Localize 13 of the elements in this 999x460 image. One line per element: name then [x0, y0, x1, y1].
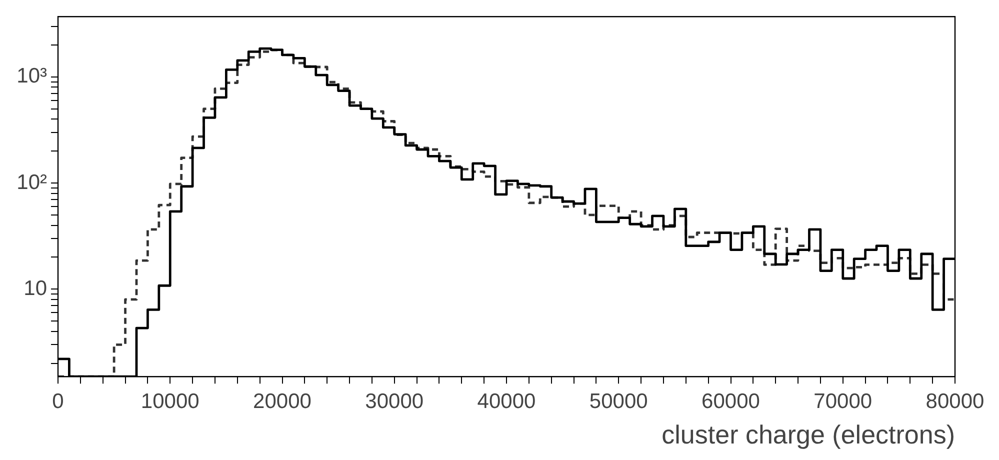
x-tick-label: 0 [52, 390, 64, 413]
y-tick-label: 10 [24, 276, 47, 300]
x-tick-label: 80000 [926, 390, 984, 413]
x-tick-label: 40000 [477, 390, 536, 413]
x-tick-label: 70000 [814, 390, 872, 413]
y-tick-label: 10³ [16, 64, 47, 88]
x-tick-label: 60000 [702, 390, 760, 413]
x-tick-label: 50000 [589, 390, 648, 413]
y-tick-label: 10² [16, 170, 47, 194]
x-tick-label: 20000 [253, 390, 312, 413]
x-axis-title: cluster charge (electrons) [662, 420, 955, 450]
x-tick-label: 30000 [365, 390, 424, 413]
x-tick-label: 10000 [140, 390, 200, 413]
